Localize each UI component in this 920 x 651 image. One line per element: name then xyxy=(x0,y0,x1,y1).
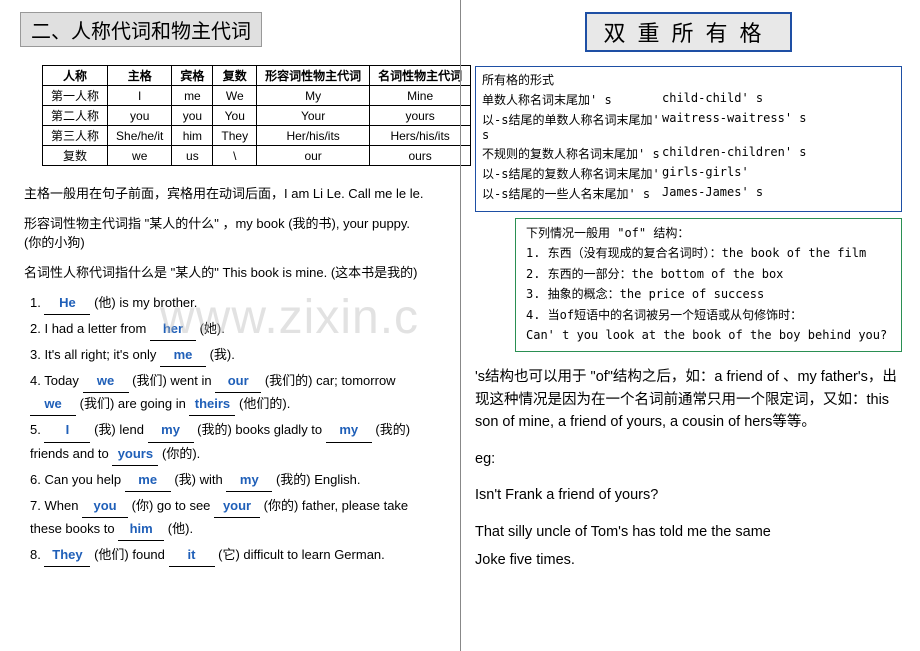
table-header: 宾格 xyxy=(172,66,213,86)
table-cell: 复数 xyxy=(43,146,108,166)
example-3: Joke five times. xyxy=(475,549,902,571)
table-cell: We xyxy=(213,86,257,106)
answer-blank: my xyxy=(326,419,372,442)
table-cell: She/he/it xyxy=(108,126,172,146)
table-cell: Mine xyxy=(370,86,471,106)
para2-line1: 形容词性物主代词指 "某人的什么" ，my book (我的书), your p… xyxy=(24,216,410,231)
of-rule-line: Can' t you look at the book of the boy b… xyxy=(526,325,895,345)
table-row: 第三人称She/he/ithimTheyHer/his/itsHers/his/… xyxy=(43,126,471,146)
paragraph-1: 主格一般用在句子前面，宾格用在动词后面，I am Li Le. Call me … xyxy=(24,184,442,204)
answer-blank: me xyxy=(125,469,171,492)
exercise-item: 1. He (他) is my brother. xyxy=(30,292,442,315)
table-row: 第一人称ImeWeMyMine xyxy=(43,86,471,106)
of-structure-box: 下列情况一般用 "of" 结构：1. 东西（没有现成的复合名词时）：the bo… xyxy=(515,218,902,352)
table-cell: Her/his/its xyxy=(257,126,370,146)
paragraph-3: 名词性人称代词指什么是 "某人的" This book is mine. (这本… xyxy=(24,263,442,283)
table-cell: 第一人称 xyxy=(43,86,108,106)
answer-blank: theirs xyxy=(189,393,235,416)
of-rule-line: 2. 东西的一部分：the bottom of the box xyxy=(526,264,895,284)
table-cell: you xyxy=(172,106,213,126)
pronoun-table: 人称主格宾格复数形容词性物主代词名词性物主代词 第一人称ImeWeMyMine第… xyxy=(42,65,471,166)
table-cell: our xyxy=(257,146,370,166)
answer-blank: we xyxy=(83,370,129,393)
of-rule-line: 3. 抽象的概念：the price of success xyxy=(526,284,895,304)
answer-blank: my xyxy=(148,419,194,442)
exercise-item: 3. It's all right; it's only me (我). xyxy=(30,344,442,367)
answer-blank: we xyxy=(30,393,76,416)
exercise-item: 7. When you (你) go to see your (你的) fath… xyxy=(30,495,442,541)
exercise-item: 4. Today we (我们) went in our (我们的) car; … xyxy=(30,370,442,416)
table-cell: you xyxy=(108,106,172,126)
answer-blank: her xyxy=(150,318,196,341)
table-cell: \ xyxy=(213,146,257,166)
table-cell: us xyxy=(172,146,213,166)
paragraph-2: 形容词性物主代词指 "某人的什么" ，my book (我的书), your p… xyxy=(24,214,442,253)
table-cell: me xyxy=(172,86,213,106)
answer-blank: me xyxy=(160,344,206,367)
answer-blank: yours xyxy=(112,443,158,466)
table-cell: 第三人称 xyxy=(43,126,108,146)
left-column: 二、人称代词和物主代词 人称主格宾格复数形容词性物主代词名词性物主代词 第一人称… xyxy=(0,0,460,651)
form-row: 单数人称名词末尾加' schild-child' s xyxy=(482,91,895,108)
blue-box-header: 所有格的形式 xyxy=(482,71,895,88)
exercise-item: 5. I (我) lend my (我的) books gladly to my… xyxy=(30,419,442,465)
explanation-text: 's结构也可以用于 "of"结构之后，如：a friend of 、my fat… xyxy=(475,366,902,433)
exercise-list: 1. He (他) is my brother. 2. I had a lette… xyxy=(30,292,442,567)
answer-blank: my xyxy=(226,469,272,492)
para2-line2: (你的小狗) xyxy=(24,235,85,250)
exercise-item: 2. I had a letter from her (她). xyxy=(30,318,442,341)
of-rule-line: 下列情况一般用 "of" 结构： xyxy=(526,223,895,243)
table-cell: ours xyxy=(370,146,471,166)
eg-label: eg: xyxy=(475,448,902,470)
table-cell: him xyxy=(172,126,213,146)
of-rule-line: 4. 当of短语中的名词被另一个短语或从句修饰时： xyxy=(526,305,895,325)
table-row: 第二人称youyouYouYouryours xyxy=(43,106,471,126)
table-header: 形容词性物主代词 xyxy=(257,66,370,86)
table-header: 名词性物主代词 xyxy=(370,66,471,86)
answer-blank: I xyxy=(44,419,90,442)
answer-blank: him xyxy=(118,518,164,541)
left-title: 二、人称代词和物主代词 xyxy=(20,12,262,47)
table-cell: They xyxy=(213,126,257,146)
table-cell: I xyxy=(108,86,172,106)
table-cell: You xyxy=(213,106,257,126)
example-1: Isn't Frank a friend of yours? xyxy=(475,484,902,506)
answer-blank: you xyxy=(82,495,128,518)
form-row: 以-s结尾的单数人称名词末尾加' swaitress-waitress' s xyxy=(482,111,895,142)
of-rule-line: 1. 东西（没有现成的复合名词时）：the book of the film xyxy=(526,243,895,263)
form-row: 以-s结尾的一些人名末尾加' sJames-James' s xyxy=(482,185,895,202)
answer-blank: They xyxy=(44,544,90,567)
table-header: 主格 xyxy=(108,66,172,86)
answer-blank: it xyxy=(169,544,215,567)
possessive-forms-box: 所有格的形式 单数人称名词末尾加' schild-child' s 以-s结尾的单… xyxy=(475,66,902,212)
table-cell: 第二人称 xyxy=(43,106,108,126)
form-row: 不规则的复数人称名词末尾加' schildren-children' s xyxy=(482,145,895,162)
answer-blank: your xyxy=(214,495,260,518)
answer-blank: our xyxy=(215,370,261,393)
exercise-item: 8. They (他们) found it (它) difficult to l… xyxy=(30,544,442,567)
table-header: 复数 xyxy=(213,66,257,86)
table-header: 人称 xyxy=(43,66,108,86)
example-2: That silly uncle of Tom's has told me th… xyxy=(475,521,902,543)
table-row: 复数weus\ourours xyxy=(43,146,471,166)
table-cell: Hers/his/its xyxy=(370,126,471,146)
table-cell: yours xyxy=(370,106,471,126)
table-cell: we xyxy=(108,146,172,166)
form-row: 以-s结尾的复数人称名词末尾加'girls-girls' xyxy=(482,165,895,182)
right-column: 双重所有格 所有格的形式 单数人称名词末尾加' schild-child' s 以… xyxy=(460,0,920,651)
answer-blank: He xyxy=(44,292,90,315)
table-cell: My xyxy=(257,86,370,106)
table-cell: Your xyxy=(257,106,370,126)
exercise-item: 6. Can you help me (我) with my (我的) Engl… xyxy=(30,469,442,492)
right-title: 双重所有格 xyxy=(585,12,791,52)
